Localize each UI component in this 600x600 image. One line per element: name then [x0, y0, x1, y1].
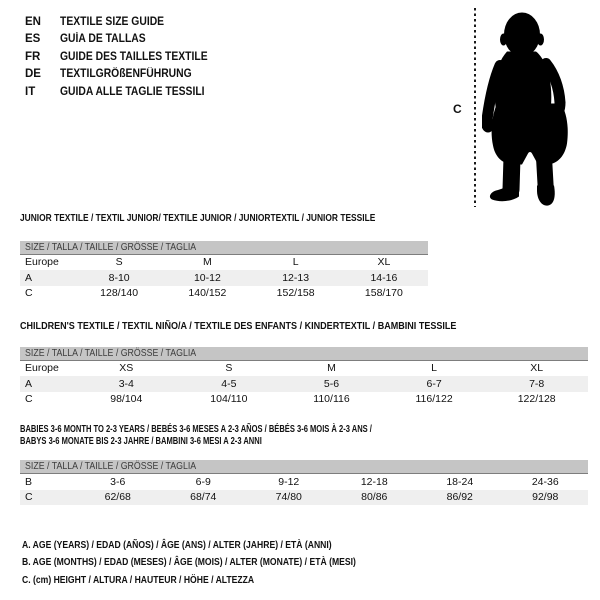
table-cell: S	[115, 256, 123, 269]
height-measure-label: C	[453, 102, 462, 116]
lang-code: DE	[25, 68, 41, 81]
table-cell: 12-18	[360, 475, 388, 488]
size-header-text: SIZE / TALLA / TAILLE / GRÖSSE / TAGLIA	[25, 461, 197, 472]
lang-row-es: ES GUÍA DE TALLAS	[25, 31, 224, 49]
table-cell: 12-13	[282, 271, 310, 284]
table-cell: L	[431, 362, 437, 375]
table-cell: 128/140	[100, 287, 139, 300]
lang-code: ES	[25, 33, 41, 46]
lang-code: EN	[25, 15, 41, 28]
table-cell: 4-5	[221, 377, 237, 390]
childrens-textile-table: CHILDREN'S TEXTILE / TEXTIL NIÑO/A / TEX…	[20, 320, 588, 408]
table-cell: 80/86	[361, 491, 388, 504]
table-row: C 98/104 104/110 110/116 116/122 122/128	[20, 392, 588, 408]
size-header-text: SIZE / TALLA / TAILLE / GRÖSSE / TAGLIA	[25, 241, 197, 253]
row-label: C	[25, 287, 33, 300]
table-row: Europe XS S M L XL	[20, 361, 588, 377]
row-label: A	[25, 377, 33, 390]
lang-title: GUIDE DES TAILLES TEXTILE	[60, 50, 208, 63]
junior-textile-table: JUNIOR TEXTILE / TEXTIL JUNIOR/ TEXTILE …	[20, 212, 428, 302]
measure-dotted-line	[474, 8, 476, 207]
table-body: B 3-6 6-9 9-12 12-18 18-24 24-36 C 62/68 68/74 74/…	[20, 474, 588, 505]
table-cell: 68/74	[190, 491, 217, 504]
lang-row-fr: FR GUIDE DES TAILLES TEXTILE	[25, 48, 224, 66]
size-header-bar: SIZE / TALLA / TAILLE / GRÖSSE / TAGLIA	[20, 240, 428, 255]
table-cell: XS	[119, 362, 134, 375]
table-cell: 6-7	[426, 377, 442, 390]
table-cell: 140/152	[188, 287, 227, 300]
lang-code: FR	[25, 50, 41, 63]
table-title-line: JUNIOR TEXTILE / TEXTIL JUNIOR/ TEXTILE …	[20, 212, 376, 224]
table-row: A 8-10 10-12 12-13 14-16	[20, 270, 428, 286]
table-body: Europe S M L XL A 8-10 10-12 12-13 14-16 C 128/140 1…	[20, 255, 428, 302]
table-row: C 62/68 68/74 74/80 80/86 86/92 92/98	[20, 489, 588, 505]
table-cell: 18-24	[446, 475, 474, 488]
table-cell: XL	[377, 256, 391, 269]
row-label: Europe	[25, 362, 59, 375]
baby-silhouette-icon	[482, 12, 568, 206]
table-cell: 8-10	[108, 271, 130, 284]
table-cell: 3-4	[118, 377, 134, 390]
table-cell: 10-12	[193, 271, 221, 284]
table-row: A 3-4 4-5 5-6 6-7 7-8	[20, 376, 588, 392]
table-body: Europe XS S M L XL A 3-4 4-5 5-6 6-7 7-8 C 98/104 104/…	[20, 361, 588, 408]
table-cell: XL	[530, 362, 544, 375]
table-cell: 62/68	[104, 491, 131, 504]
size-header-bar: SIZE / TALLA / TAILLE / GRÖSSE / TAGLIA	[20, 346, 588, 361]
table-cell: 24-36	[531, 475, 559, 488]
table-cell: 74/80	[275, 491, 302, 504]
lang-title: TEXTILE SIZE GUIDE	[60, 15, 165, 28]
lang-row-it: IT GUIDA ALLE TAGLIE TESSILI	[25, 83, 224, 101]
footnote-b: B. AGE (MONTHS) / EDAD (MESES) / ÂGE (MO…	[22, 556, 356, 569]
table-cell: S	[225, 362, 233, 375]
row-label: C	[25, 393, 33, 406]
table-cell: 7-8	[529, 377, 545, 390]
table-cell: 14-16	[370, 271, 398, 284]
row-label: C	[25, 491, 33, 504]
size-header-text: SIZE / TALLA / TAILLE / GRÖSSE / TAGLIA	[25, 347, 197, 359]
footnote-c: C. (cm) HEIGHT / ALTURA / HAUTEUR / HÖHE…	[22, 573, 255, 586]
table-cell: M	[327, 362, 336, 375]
size-header-bar: SIZE / TALLA / TAILLE / GRÖSSE / TAGLIA	[20, 460, 588, 474]
table-cell: 6-9	[195, 475, 211, 488]
table-row: Europe S M L XL	[20, 255, 428, 271]
table-cell: 122/128	[517, 393, 556, 406]
lang-row-en: EN TEXTILE SIZE GUIDE	[25, 13, 224, 31]
table-cell: L	[292, 256, 299, 269]
table-cell: 158/170	[364, 287, 403, 300]
table-title: BABIES 3-6 MONTH TO 2-3 YEARS / BEBÉS 3-…	[20, 423, 588, 447]
lang-title: TEXTILGRÖßENFÜHRUNG	[60, 68, 192, 81]
table-title: CHILDREN'S TEXTILE / TEXTIL NIÑO/A / TEX…	[20, 320, 588, 333]
table-cell: 92/98	[532, 491, 559, 504]
table-cell: 5-6	[323, 377, 340, 390]
lang-title: GUÍA DE TALLAS	[60, 33, 146, 46]
table-title: JUNIOR TEXTILE / TEXTIL JUNIOR/ TEXTILE …	[20, 212, 428, 225]
table-cell: 98/104	[110, 393, 143, 406]
height-measure-figure: C	[440, 0, 600, 215]
table-cell: 86/92	[446, 491, 473, 504]
row-label: B	[25, 475, 33, 488]
row-label: A	[25, 271, 33, 284]
table-cell: 116/122	[415, 393, 453, 406]
table-cell: M	[203, 256, 212, 269]
row-label: Europe	[25, 256, 59, 269]
language-title-list: EN TEXTILE SIZE GUIDE ES GUÍA DE TALLAS …	[25, 13, 224, 101]
lang-row-de: DE TEXTILGRÖßENFÜHRUNG	[25, 66, 224, 84]
lang-title: GUIDA ALLE TAGLIE TESSILI	[60, 85, 205, 98]
table-cell: 3-6	[110, 475, 126, 488]
table-row: C 128/140 140/152 152/158 158/170	[20, 286, 428, 302]
lang-code: IT	[25, 85, 36, 98]
table-cell: 9-12	[278, 475, 300, 488]
table-title-line: BABIES 3-6 MONTH TO 2-3 YEARS / BEBÉS 3-…	[20, 423, 372, 435]
table-title-line: CHILDREN'S TEXTILE / TEXTIL NIÑO/A / TEX…	[20, 320, 457, 332]
table-cell: 104/110	[210, 393, 248, 406]
table-cell: 152/158	[276, 287, 315, 300]
footnote-a: A. AGE (YEARS) / EDAD (AÑOS) / ÂGE (ANS)…	[22, 538, 332, 551]
table-cell: 110/116	[313, 393, 350, 406]
table-row: B 3-6 6-9 9-12 12-18 18-24 24-36	[20, 474, 588, 490]
table-title-line: BABYS 3-6 MONATE BIS 2-3 JAHRE / BAMBINI…	[20, 434, 262, 447]
legend-footnotes: A. AGE (YEARS) / EDAD (AÑOS) / ÂGE (ANS)…	[22, 536, 429, 589]
babies-textile-table: BABIES 3-6 MONTH TO 2-3 YEARS / BEBÉS 3-…	[20, 423, 588, 505]
